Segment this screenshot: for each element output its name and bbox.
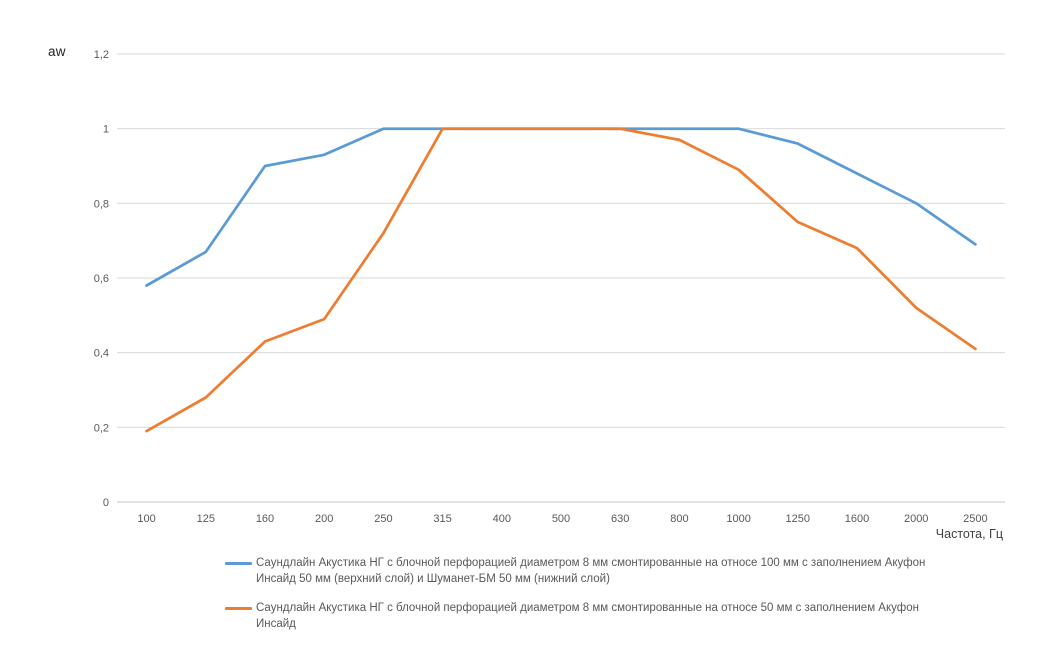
y-tick-label: 0,8 [94, 198, 109, 210]
y-tick-label: 0 [103, 497, 109, 509]
x-tick-label: 500 [552, 513, 570, 525]
series-line-1 [145, 127, 977, 287]
x-tick-label: 2000 [904, 513, 928, 525]
x-tick-label: 250 [374, 513, 392, 525]
x-tick-label: 100 [137, 513, 155, 525]
y-axis-title: aw [48, 44, 66, 59]
x-tick-label: 200 [315, 513, 333, 525]
y-tick-label: 0,6 [94, 273, 109, 285]
x-tick-label: 1250 [786, 513, 810, 525]
x-tick-label: 125 [197, 513, 215, 525]
x-tick-label: 800 [670, 513, 688, 525]
legend-label-series-2: Саундлайн Акустика НГ с блочной перфорац… [256, 601, 919, 630]
y-tick-label: 1,2 [94, 49, 109, 61]
x-tick-label: 1600 [845, 513, 869, 525]
x-tick-label: 630 [611, 513, 629, 525]
x-tick-label: 2500 [963, 513, 987, 525]
x-tick-label: 400 [493, 513, 511, 525]
y-tick-label: 0,4 [94, 348, 109, 360]
y-tick-label: 0,2 [94, 422, 109, 434]
legend-swatch-series-1 [225, 562, 252, 565]
series-line-2 [145, 127, 977, 433]
legend-item: Саундлайн Акустика НГ с блочной перфорац… [225, 601, 965, 633]
legend-item: Саундлайн Акустика НГ с блочной перфорац… [225, 556, 965, 588]
y-tick-label: 1 [103, 124, 109, 136]
legend-swatch-series-2 [225, 606, 252, 610]
legend-label-series-1: Саундлайн Акустика НГ с блочной перфорац… [256, 557, 926, 585]
x-tick-label: 1000 [726, 513, 750, 525]
x-tick-label: 315 [433, 513, 451, 525]
x-tick-label: 160 [256, 513, 274, 525]
x-axis-title: Частота, Гц [935, 527, 1003, 541]
legend: Саундлайн Акустика НГ с блочной перфорац… [225, 556, 965, 645]
